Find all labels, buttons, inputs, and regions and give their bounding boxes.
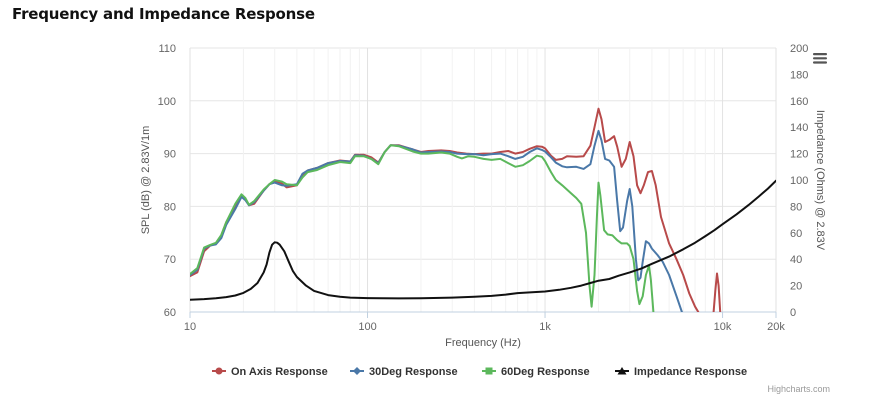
y-axis-title-right: Impedance (Ohms) @ 2.83V [814, 110, 826, 251]
right-y-axis-ticks: 0 20 40 60 80 100 120 140 160 180 200 [790, 43, 808, 319]
legend-circle-marker [215, 367, 223, 375]
y-tick-label-right: 160 [790, 96, 808, 108]
x-tick-label: 10 [184, 321, 196, 333]
x-tick-label: 1k [539, 321, 551, 333]
legend-label: 60Deg Response [501, 366, 590, 378]
y-tick-label-right: 140 [790, 122, 808, 134]
y-tick-label-left: 80 [164, 201, 176, 213]
y-tick-label-left: 70 [164, 254, 176, 266]
series-line-60deg-response [190, 144, 655, 312]
series-line-on-axis-response-continuation [712, 272, 722, 312]
legend-item-60deg-response[interactable]: 60Deg Response [482, 366, 590, 378]
page-title: Frequency and Impedance Response [12, 5, 315, 23]
left-y-axis-ticks: 60 70 80 90 100 110 [158, 43, 176, 319]
y-tick-label-right: 180 [790, 69, 808, 81]
legend-item-impedance-response[interactable]: Impedance Response [615, 366, 747, 378]
y-tick-label-left: 110 [158, 43, 176, 55]
y-tick-label-right: 0 [790, 307, 796, 319]
y-tick-label-left: 90 [164, 149, 176, 161]
credits-link[interactable]: Highcharts.com [767, 384, 830, 394]
x-tick-label: 10k [714, 321, 732, 333]
y-tick-label-right: 20 [790, 281, 802, 293]
legend-diamond-marker [353, 367, 361, 375]
legend: On Axis Response 30Deg Response 60Deg Resp… [212, 366, 747, 378]
y-tick-label-left: 100 [158, 96, 176, 108]
series-line-on-axis-response [190, 107, 700, 312]
legend-item-on-axis-response[interactable]: On Axis Response [212, 366, 328, 378]
y-tick-label-right: 60 [790, 228, 802, 240]
legend-label: Impedance Response [634, 366, 747, 378]
legend-label: On Axis Response [231, 366, 328, 378]
series-line-30deg-response [190, 129, 683, 312]
x-axis-title: Frequency (Hz) [445, 337, 521, 349]
legend-label: 30Deg Response [369, 366, 458, 378]
x-axis-ticks: 10 100 1k 10k 20k [184, 312, 785, 333]
hamburger-menu-icon[interactable] [812, 52, 828, 65]
y-tick-label-right: 40 [790, 254, 802, 266]
y-tick-label-left: 60 [164, 307, 176, 319]
y-tick-label-right: 100 [790, 175, 808, 187]
series-lines [190, 107, 776, 312]
series-line-impedance-response [190, 179, 776, 301]
y-tick-label-right: 120 [790, 149, 808, 161]
legend-item-30deg-response[interactable]: 30Deg Response [350, 366, 458, 378]
legend-triangle-marker [617, 367, 627, 375]
x-tick-label: 20k [767, 321, 785, 333]
y-tick-label-right: 200 [790, 43, 808, 55]
legend-square-marker [485, 367, 493, 375]
x-tick-label: 100 [358, 321, 376, 333]
y-axis-title-left: SPL (dB) @ 2.83V/1m [140, 126, 152, 235]
y-tick-label-right: 80 [790, 201, 802, 213]
